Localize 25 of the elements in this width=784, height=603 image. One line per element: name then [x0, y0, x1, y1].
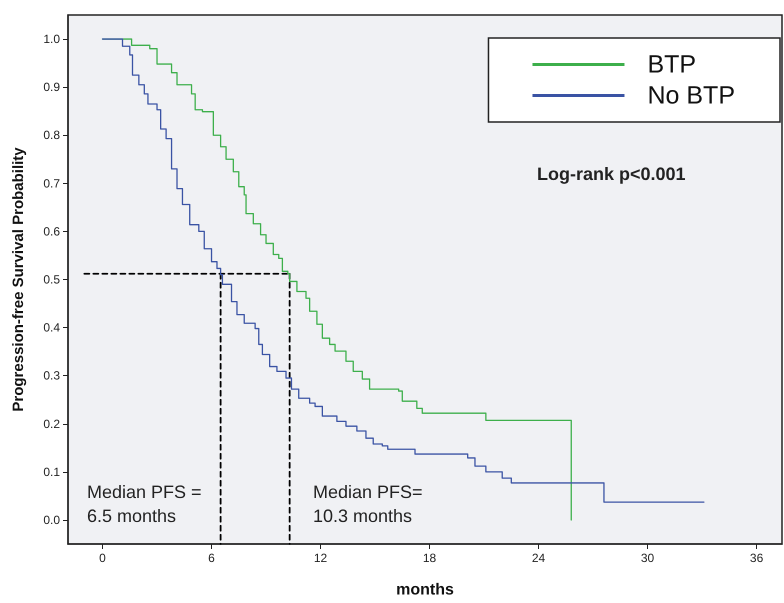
- y-tick-label: 1.0: [43, 32, 60, 46]
- y-tick-label: 0.7: [43, 176, 60, 190]
- annotation: Median PFS= 10.3 months: [313, 482, 423, 526]
- x-tick-label: 18: [422, 551, 437, 565]
- y-tick-label: 0.4: [43, 320, 60, 335]
- x-tick-label: 12: [314, 551, 328, 565]
- annotation: Median PFS = 6.5 months: [87, 482, 202, 526]
- x-axis-title: months: [396, 582, 454, 598]
- y-tick-label: 0.5: [43, 272, 60, 286]
- x-tick-label: 24: [532, 551, 546, 565]
- y-tick-label: 0.6: [43, 224, 60, 238]
- y-tick-label: 0.1: [43, 464, 60, 479]
- y-tick-label: 0.9: [43, 80, 60, 94]
- x-tick-label: 6: [208, 551, 216, 565]
- legend-label: BTP: [647, 50, 696, 78]
- y-tick-label: 0.3: [43, 368, 60, 383]
- legend-label: No BTP: [647, 82, 736, 110]
- y-axis-title: Progression-free Survival Probability: [10, 146, 27, 412]
- y-tick-label: 0.8: [43, 128, 60, 142]
- x-tick-label: 30: [640, 551, 655, 565]
- x-tick-label: 36: [750, 551, 764, 565]
- annotation: Log-rank p<0.001: [537, 164, 686, 184]
- x-tick-label: 0: [99, 551, 106, 565]
- y-tick-label: 0.0: [43, 512, 60, 527]
- y-tick-label: 0.2: [43, 416, 60, 431]
